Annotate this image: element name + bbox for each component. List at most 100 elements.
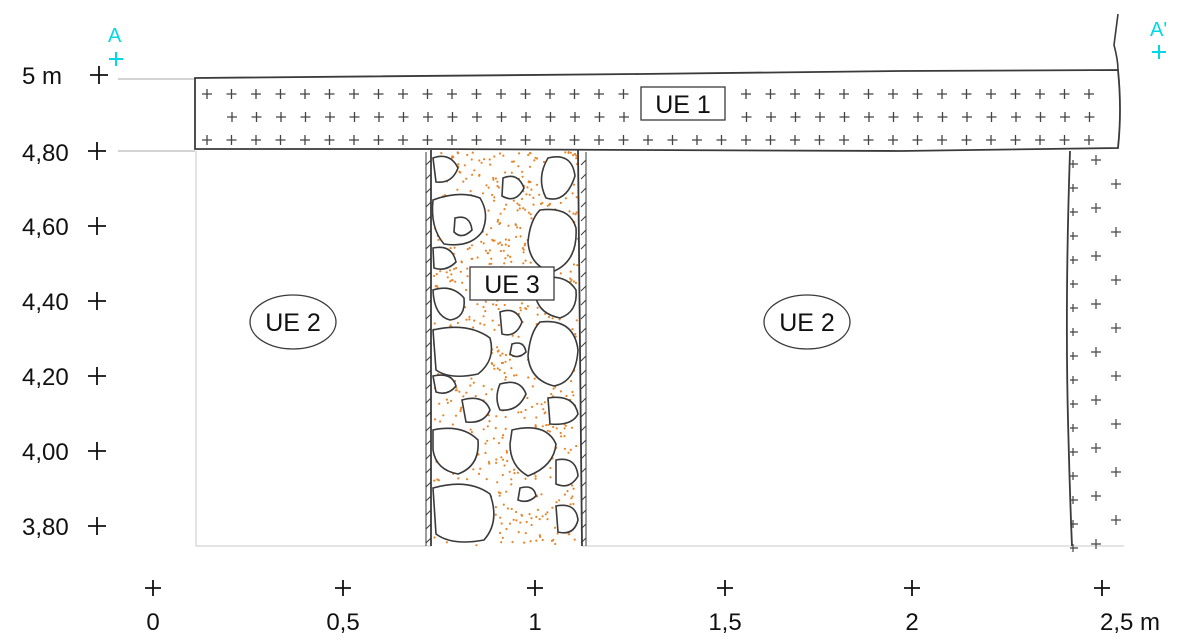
ue3-label: UE 3 [484,271,540,299]
mortar-dot [554,542,557,546]
mortar-dot [501,458,505,461]
y-tick-5m: 5 m [22,63,62,90]
mortar-dot [490,257,493,260]
mortar-dot [459,270,462,273]
mortar-dot [505,451,508,454]
cross-mark [863,89,874,99]
mortar-dot [534,477,537,480]
cross-mark [251,135,261,145]
ue3-label-frame [469,266,555,301]
mortar-dot [468,315,471,318]
mortar-dot [522,262,525,265]
ue2-left-ellipse [249,294,337,350]
mortar-dot [499,249,502,253]
mortar-dot [497,307,500,311]
mortar-dot [572,280,576,283]
cross-mark [324,89,335,99]
cross-mark [1010,135,1021,145]
mortar-dot [485,184,488,187]
mortar-dot [509,255,512,258]
cross-mark [716,135,727,145]
mortar-dot [504,378,507,381]
mortar-dot [532,203,535,206]
mortar-dot [569,270,572,273]
mortar-dot [506,254,509,257]
x-tick-2: 2 [905,609,918,636]
stone [453,216,473,237]
mortar-dot [520,411,523,414]
mortar-dot [575,444,578,448]
mortar-dot [496,220,499,223]
hatch-stroke [580,411,587,418]
mortar-dot [515,519,518,522]
mortar-dot [500,243,503,247]
cross-mark [521,112,531,122]
mortar-dot [503,262,506,265]
cross-mark [300,112,311,122]
hatch-stroke [425,313,432,320]
mortar-dot [530,188,533,191]
mortar-dot [510,367,513,370]
mortar-dot [545,424,548,427]
hatch-stroke [425,439,432,446]
mortar-dot [570,497,573,500]
x-tick-05: 0,5 [326,609,359,636]
mortar-dot [538,535,542,539]
mortar-dot [535,515,538,519]
mortar-dot [445,398,448,401]
mortar-dot [569,151,572,154]
stone [499,309,523,336]
mortar-dot [526,186,529,189]
hatch-stroke [580,271,587,278]
mortar-dot [468,318,471,321]
mortar-dot [490,362,493,365]
cross-mark [937,89,947,99]
mortar-dot [541,425,544,428]
mortar-dot [485,233,488,236]
cross-mark [324,135,335,145]
mortar-dot [495,415,498,418]
mortar-dot [498,222,501,226]
section-marker-a-prime: A' [1150,19,1167,59]
mortar-dot [534,425,537,428]
cross-mark [472,112,482,122]
cross-mark [251,89,261,99]
hatch-stroke [425,509,432,516]
mortar-dot [508,522,512,525]
mortar-dot [449,324,452,327]
cross-mark [1091,539,1101,549]
cross-mark [790,135,800,145]
mortar-dot [559,431,562,435]
cross-mark [422,89,433,99]
x-tick-marks [145,580,1110,596]
cross-mark [496,112,507,122]
ue1-label: UE 1 [655,91,711,119]
cross-mark [447,89,457,99]
mortar-dot [497,218,500,221]
mortar-dot [527,153,530,157]
x-tick-0: 0 [146,609,159,636]
x-tick-15: 1,5 [708,609,741,636]
stone [501,175,525,200]
cross-mark [1091,491,1101,501]
cross-mark [986,89,996,99]
mortar-dot [442,414,445,417]
cross-mark [447,135,457,145]
mortar-dot [569,277,572,280]
mortar-dot [470,244,474,247]
mortar-dot [575,211,578,214]
cross-mark [864,112,874,122]
hatch-stroke [580,425,587,432]
mortar-dot [438,402,441,405]
mortar-dot [510,160,514,163]
mortar-dot [503,464,506,467]
mortar-dot [476,256,479,259]
mortar-dot [540,493,543,496]
mortar-dot [487,460,491,463]
mortar-dot [471,151,474,154]
mortar-dot [528,513,531,516]
cross-mark [398,135,408,145]
hatch-stroke [425,173,432,180]
y-tick-440: 4,40 [22,289,69,316]
mortar-dot [479,467,482,470]
